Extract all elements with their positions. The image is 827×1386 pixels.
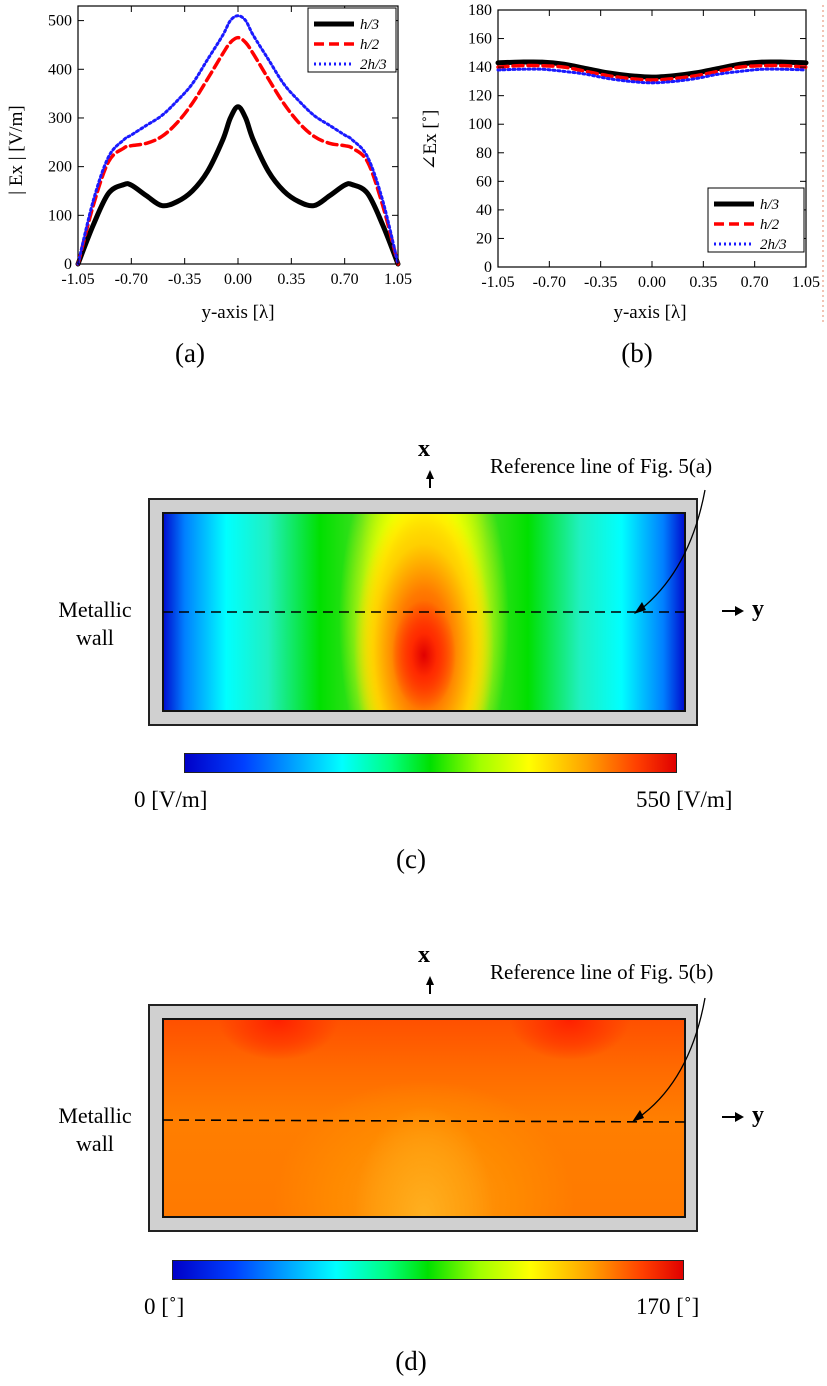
series-line-h-3	[495, 59, 809, 80]
chart-b-ylabel: ∠Ex [˚]	[420, 110, 441, 171]
colorbar-c-max: 550 [V/m]	[636, 787, 733, 812]
field-map-d	[162, 1018, 686, 1218]
legend-label: h/3	[360, 17, 379, 33]
series-line-h-2	[496, 63, 808, 82]
y-tick-label: 180	[468, 2, 492, 19]
legend-label: h/2	[760, 217, 780, 233]
legend-label: h/2	[360, 37, 380, 53]
colorbar-d	[172, 1260, 684, 1280]
x-arrow-d-stem	[429, 984, 431, 994]
metallic-wall-label-c: Metallic wall	[50, 596, 140, 652]
chart-a-ticks: -1.05 -0.70 -0.35 0.00 0.35 0.70 1.05 0 100 200 30…	[48, 6, 412, 288]
wall-label-line2: wall	[76, 1131, 114, 1156]
x-tick-label: 0.00	[638, 274, 666, 291]
y-tick-label: 0	[484, 259, 492, 276]
y-tick-label: 40	[476, 202, 492, 219]
wall-label-line1: Metallic	[58, 597, 132, 622]
x-axis-tag-d: x	[418, 942, 430, 968]
x-tick-label: 1.05	[384, 271, 412, 288]
wall-label-line2: wall	[76, 625, 114, 650]
x-tick-label: 1.05	[792, 274, 820, 291]
series-line-h-2	[76, 35, 400, 266]
x-axis-tag-c: x	[418, 436, 430, 462]
y-tick-label: 100	[48, 207, 72, 224]
x-tick-label: 0.70	[331, 271, 359, 288]
colorbar-c-min: 0 [V/m]	[134, 787, 208, 812]
y-tick-label: 60	[476, 173, 492, 190]
reference-label-d: Reference line of Fig. 5(b)	[490, 960, 714, 984]
legend-label: 2h/3	[760, 237, 787, 253]
colorbar-c	[184, 753, 677, 773]
y-tick-label: 20	[476, 230, 492, 247]
y-tick-label: 0	[64, 256, 72, 273]
x-arrow-c-icon	[426, 470, 434, 479]
y-tick-label: 400	[48, 61, 72, 78]
caption-b: (b)	[621, 338, 653, 368]
chart-phase: -1.05 -0.70 -0.35 0.00 0.35 0.70 1.05 0 20 40 60 80…	[420, 2, 824, 325]
legend-box	[307, 7, 397, 73]
y-tick-label: 500	[48, 13, 72, 30]
chart-a-ylabel: | Ex | [V/m]	[6, 105, 27, 194]
y-arrow-d-icon	[722, 1116, 736, 1118]
caption-d: (d)	[395, 1346, 427, 1376]
x-tick-label: 0.35	[277, 271, 305, 288]
legend-label: h/3	[760, 197, 779, 213]
metallic-wall-label-d: Metallic wall	[50, 1102, 140, 1158]
y-tick-label: 200	[48, 159, 72, 176]
chart-b-lines	[495, 59, 809, 85]
x-tick-label: -1.05	[481, 274, 514, 291]
chart-a-legend: h/3 h/2 2h/3	[307, 7, 397, 73]
y-arrow-d-head	[735, 1112, 744, 1122]
y-tick-label: 160	[468, 31, 492, 48]
reference-label-c: Reference line of Fig. 5(a)	[490, 454, 713, 478]
x-arrow-c-stem	[429, 478, 431, 488]
y-tick-label: 300	[48, 110, 72, 127]
chart-b-xlabel: y-axis [λ]	[613, 302, 686, 323]
y-axis-tag-c: y	[752, 596, 764, 622]
series-line-2h-3	[496, 67, 808, 85]
series-line-2h-3	[76, 14, 400, 266]
y-tick-label: 140	[468, 59, 492, 76]
x-tick-label: -0.35	[168, 271, 201, 288]
x-tick-label: -1.05	[61, 271, 94, 288]
chart-b-ticks: -1.05 -0.70 -0.35 0.00 0.35 0.70 1.05 0 20 40 60 80…	[468, 2, 820, 291]
legend-box	[707, 187, 805, 253]
y-tick-label: 100	[468, 116, 492, 133]
x-tick-label: 0.70	[741, 274, 769, 291]
reference-line-c	[163, 489, 706, 614]
x-tick-label: -0.70	[115, 271, 148, 288]
chart-b-legend: h/3 h/2 2h/3	[707, 187, 805, 253]
chart-magnitude: -1.05 -0.70 -0.35 0.00 0.35 0.70 1.05 0 100 200 30…	[6, 5, 412, 323]
y-tick-label: 120	[468, 88, 492, 105]
chart-a-xlabel: y-axis [λ]	[201, 302, 274, 323]
wall-label-line1: Metallic	[58, 1103, 132, 1128]
y-arrow-c-icon	[722, 610, 736, 612]
legend-label: 2h/3	[360, 57, 387, 73]
y-tick-label: 80	[476, 145, 492, 162]
caption-c: (c)	[396, 844, 426, 874]
y-axis-tag-d: y	[752, 1102, 764, 1128]
colorbar-d-min: 0 [˚]	[144, 1294, 185, 1319]
series-line-h-3	[75, 104, 401, 267]
x-tick-label: -0.35	[584, 274, 617, 291]
reference-line-d	[162, 997, 706, 1123]
caption-a: (a)	[175, 338, 205, 368]
y-arrow-c-head	[735, 606, 744, 616]
colorbar-d-max: 170 [˚]	[636, 1294, 700, 1319]
x-arrow-d-icon	[426, 976, 434, 985]
chart-a-lines	[75, 14, 401, 267]
x-tick-label: 0.35	[689, 274, 717, 291]
x-tick-label: -0.70	[533, 274, 566, 291]
x-tick-label: 0.00	[224, 271, 252, 288]
